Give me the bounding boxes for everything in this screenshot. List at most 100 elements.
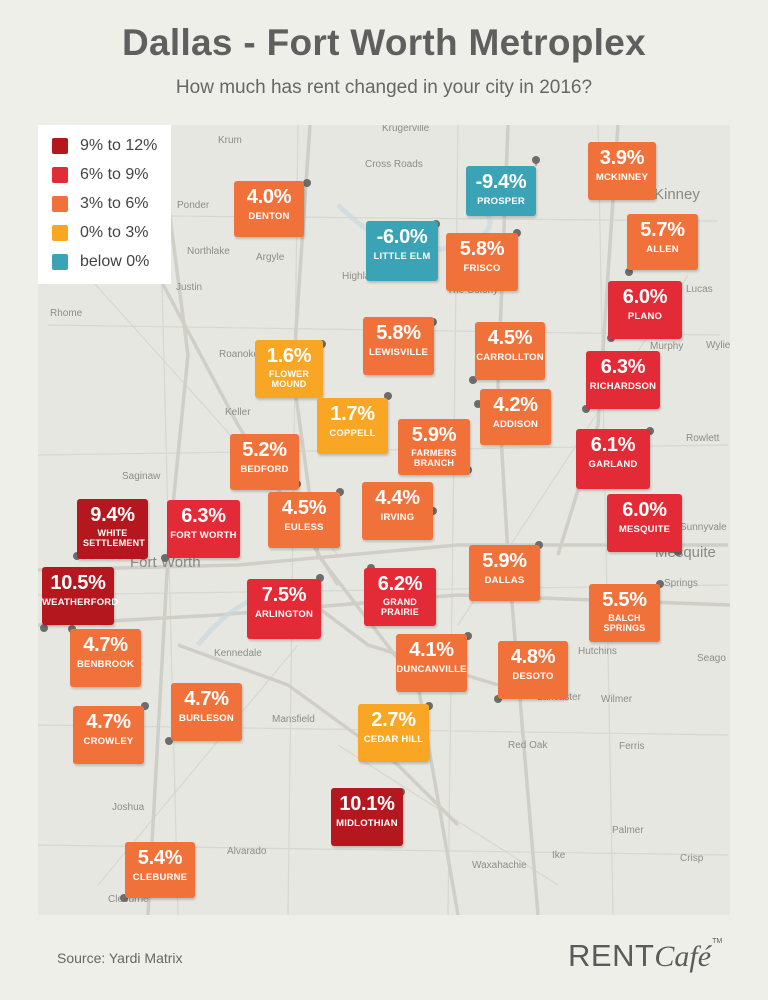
city-label-denton[interactable]: 4.0% DENTON (234, 181, 304, 237)
city-dot-cedar-hill (425, 702, 433, 710)
city-name: ALLEN (646, 244, 679, 255)
city-label-farmers-branch[interactable]: 5.9% FARMERS BRANCH (398, 419, 470, 475)
city-dot-crowley (141, 702, 149, 710)
city-label-coppell[interactable]: 1.7% COPPELL (317, 398, 388, 454)
city-label-duncanville[interactable]: 4.1% DUNCANVILLE (396, 634, 467, 692)
city-label-cleburne[interactable]: 5.4% CLEBURNE (125, 842, 195, 898)
city-name: WHITE SETTLEMENT (83, 528, 145, 548)
city-rent-change: 4.8% (510, 646, 556, 668)
place-name-krum: Krum (218, 135, 242, 146)
legend-item-6-9: 6% to 9% (52, 164, 148, 186)
place-name-mansfield: Mansfield (272, 714, 315, 725)
legend-label: 0% to 3% (80, 224, 149, 241)
rentcafe-logo: RENTCaféTM (568, 938, 722, 974)
city-label-lewisville[interactable]: 5.8% LEWISVILLE (363, 317, 434, 375)
legend-label: below 0% (80, 253, 150, 270)
city-rent-change: 4.4% (375, 487, 420, 509)
city-label-grand-prairie[interactable]: 6.2% GRAND PRAIRIE (364, 568, 436, 626)
place-name-ferris: Ferris (619, 741, 645, 752)
city-name: BURLESON (179, 713, 234, 724)
legend-label: 6% to 9% (80, 166, 149, 183)
logo-text-cafe: Café (654, 940, 712, 973)
city-rent-change: 9.4% (90, 504, 135, 526)
place-name-sunnyvale: Sunnyvale (680, 522, 727, 533)
place-name-joshua: Joshua (112, 802, 145, 813)
city-rent-change: 6.3% (181, 505, 226, 527)
logo-text-rent: RENT (568, 938, 655, 973)
city-label-bedford[interactable]: 5.2% BEDFORD (230, 434, 299, 490)
city-dot-desoto (494, 695, 502, 703)
city-rent-change: 5.8% (376, 322, 421, 344)
place-name-palmer: Palmer (612, 825, 644, 836)
city-label-addison[interactable]: 4.2% ADDISON (480, 389, 551, 445)
city-label-little-elm[interactable]: -6.0% LITTLE ELM (366, 221, 438, 281)
city-rent-change: 5.7% (640, 219, 685, 241)
city-label-mesquite[interactable]: 6.0% MESQUITE (607, 494, 682, 552)
city-dot-cleburne (120, 894, 128, 902)
city-name: DESOTO (512, 671, 554, 682)
city-rent-change: -9.4% (475, 171, 527, 193)
legend-swatch (52, 225, 68, 241)
city-label-white-settlement[interactable]: 9.4% WHITE SETTLEMENT (77, 499, 148, 559)
place-name-hutchins: Hutchins (578, 646, 617, 657)
city-rent-change: 4.2% (493, 394, 538, 416)
city-name: LITTLE ELM (373, 251, 431, 262)
city-label-allen[interactable]: 5.7% ALLEN (627, 214, 698, 270)
place-name-red-oak: Red Oak (508, 740, 548, 751)
city-label-mckinney[interactable]: 3.9% MCKINNEY (588, 142, 656, 200)
city-label-euless[interactable]: 4.5% EULESS (268, 492, 340, 548)
city-name: CEDAR HILL (363, 734, 424, 745)
city-label-prosper[interactable]: -9.4% PROSPER (466, 166, 536, 216)
city-rent-change: 4.7% (86, 711, 131, 733)
place-name-waxahachie: Waxahachie (472, 860, 527, 871)
city-dot-addison (474, 400, 482, 408)
legend-item-0-3: 0% to 3% (52, 222, 148, 244)
city-name: COPPELL (329, 428, 376, 439)
legend-item-9-12: 9% to 12% (52, 135, 157, 157)
city-dot-balch-springs (656, 580, 664, 588)
city-label-carrollton[interactable]: 4.5% CARROLLTON (475, 322, 545, 380)
place-name-ponder: Ponder (177, 200, 210, 211)
place-name-argyle: Argyle (256, 252, 285, 263)
city-label-fort-worth[interactable]: 6.3% FORT WORTH (167, 500, 240, 558)
city-rent-change: 6.0% (622, 499, 667, 521)
city-dot-allen (625, 268, 633, 276)
city-label-arlington[interactable]: 7.5% ARLINGTON (247, 579, 321, 639)
city-rent-change: 7.5% (261, 584, 307, 606)
city-label-balch-springs[interactable]: 5.5% BALCH SPRINGS (589, 584, 660, 642)
city-label-benbrook[interactable]: 4.7% BENBROOK (70, 629, 141, 687)
city-dot-prosper (532, 156, 540, 164)
city-name: PROSPER (477, 196, 525, 207)
city-rent-change: 6.1% (590, 434, 636, 456)
city-label-cedar-hill[interactable]: 2.7% CEDAR HILL (358, 704, 429, 762)
city-label-garland[interactable]: 6.1% GARLAND (576, 429, 650, 489)
city-label-richardson[interactable]: 6.3% RICHARDSON (586, 351, 660, 409)
place-name-fort-worth-base: Fort Worth (130, 554, 201, 571)
city-label-dallas[interactable]: 5.9% DALLAS (469, 545, 540, 601)
city-name: ADDISON (492, 419, 539, 430)
place-name-crisp: Crisp (680, 853, 704, 864)
place-name-krugerville: Krugerville (382, 125, 430, 134)
city-label-crowley[interactable]: 4.7% CROWLEY (73, 706, 144, 764)
city-label-burleson[interactable]: 4.7% BURLESON (171, 683, 242, 741)
city-rent-change: 4.1% (409, 639, 454, 661)
city-label-weatherford[interactable]: 10.5% WEATHERFORD (42, 567, 118, 625)
city-rent-change: 5.2% (242, 439, 287, 461)
city-label-desoto[interactable]: 4.8% DESOTO (498, 641, 568, 699)
legend-label: 3% to 6% (80, 195, 149, 212)
city-rent-change: 5.9% (482, 550, 527, 572)
city-rent-change: 6.3% (600, 356, 646, 378)
city-label-flower-mound[interactable]: 1.6% FLOWER MOUND (255, 340, 323, 398)
map-area[interactable]: Krugerville Krum Cross Roads Ponder McKinney… (38, 125, 730, 915)
legend-item-below0: below 0% (52, 251, 149, 273)
city-name: FLOWER MOUND (268, 369, 310, 389)
city-dot-arlington (316, 574, 324, 582)
city-name: BENBROOK (76, 659, 135, 670)
city-dot-weatherford (40, 624, 48, 632)
city-label-midlothian[interactable]: 10.1% MIDLOTHIAN (331, 788, 403, 846)
city-dot-garland (646, 427, 654, 435)
city-label-plano[interactable]: 6.0% PLANO (608, 281, 682, 339)
legend-swatch (52, 138, 68, 154)
city-label-irving[interactable]: 4.4% IRVING (362, 482, 433, 540)
city-label-frisco[interactable]: 5.8% FRISCO (446, 233, 518, 291)
